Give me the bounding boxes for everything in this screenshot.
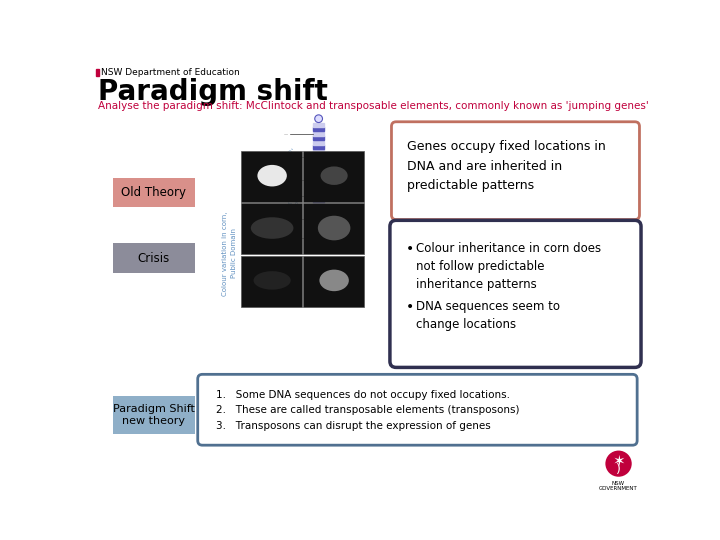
Bar	[313, 238, 324, 241]
Text: DNA sequences seem to
change locations: DNA sequences seem to change locations	[416, 300, 560, 330]
Ellipse shape	[251, 217, 294, 239]
Bar	[313, 158, 324, 162]
Text: Analyse the paradigm shift: McClintock and transposable elements, commonly known: Analyse the paradigm shift: McClintock a…	[98, 102, 649, 111]
Bar	[313, 189, 324, 193]
Text: Colour inheritance in corn does
not follow predictable
inheritance patterns: Colour inheritance in corn does not foll…	[416, 242, 601, 291]
Bar	[113, 396, 194, 434]
Text: Paradigm Shift
new theory: Paradigm Shift new theory	[113, 404, 195, 426]
Bar	[313, 193, 324, 197]
Bar	[313, 233, 324, 237]
Bar	[313, 228, 324, 233]
Bar	[241, 204, 302, 254]
Text: Paradigm shift: Paradigm shift	[98, 78, 328, 106]
Text: 2.   These are called transposable elements (transposons): 2. These are called transposable element…	[216, 405, 520, 415]
Bar	[303, 204, 364, 254]
Text: Chromosome map,
Public Domain: Chromosome map, Public Domain	[289, 147, 302, 213]
Bar	[313, 154, 324, 158]
Bar	[113, 244, 194, 273]
Bar	[303, 151, 364, 202]
Bar	[313, 140, 324, 145]
Bar	[313, 176, 324, 180]
Bar	[313, 136, 324, 140]
Bar	[313, 163, 324, 166]
Circle shape	[606, 450, 631, 477]
Bar	[313, 198, 324, 202]
Text: —: —	[284, 194, 289, 198]
Text: 3.   Transposons can disrupt the expression of genes: 3. Transposons can disrupt the expressio…	[216, 421, 491, 430]
Bar	[313, 215, 324, 219]
Bar	[313, 180, 324, 184]
Bar	[113, 178, 194, 207]
Text: NSW
GOVERNMENT: NSW GOVERNMENT	[599, 481, 638, 491]
Bar	[313, 211, 324, 215]
Bar	[313, 145, 324, 149]
Text: —: —	[284, 178, 289, 183]
Bar	[313, 132, 324, 136]
Ellipse shape	[320, 166, 348, 185]
Bar	[313, 127, 324, 131]
Bar	[313, 185, 324, 188]
Ellipse shape	[253, 271, 291, 289]
Text: —: —	[284, 155, 289, 159]
Bar	[313, 242, 324, 246]
Text: •: •	[405, 300, 414, 314]
Bar	[313, 167, 324, 171]
Text: Genes occupy fixed locations in
DNA and are inherited in
predictable patterns: Genes occupy fixed locations in DNA and …	[407, 140, 606, 192]
Bar	[313, 150, 324, 153]
Ellipse shape	[258, 165, 287, 186]
Text: —: —	[284, 217, 289, 221]
Bar	[313, 123, 324, 127]
Bar	[313, 202, 324, 206]
Text: ✶: ✶	[612, 454, 625, 469]
Text: 1.   Some DNA sequences do not occupy fixed locations.: 1. Some DNA sequences do not occupy fixe…	[216, 390, 510, 400]
Text: —: —	[284, 236, 289, 240]
Text: •: •	[405, 242, 414, 256]
Bar	[241, 256, 302, 307]
Text: NSW Department of Education: NSW Department of Education	[101, 68, 240, 77]
FancyBboxPatch shape	[392, 122, 639, 220]
Text: Old Theory: Old Theory	[122, 186, 186, 199]
Ellipse shape	[318, 215, 351, 240]
Bar	[303, 256, 364, 307]
Bar	[313, 171, 324, 176]
Ellipse shape	[320, 269, 349, 291]
Text: ): )	[616, 463, 621, 476]
Bar	[313, 220, 324, 224]
Bar	[313, 224, 324, 228]
Bar	[241, 151, 302, 202]
Text: Colour variation in corn,
Public Domain: Colour variation in corn, Public Domain	[222, 211, 236, 296]
Bar	[313, 206, 324, 211]
Bar	[96, 69, 99, 76]
Circle shape	[315, 115, 323, 123]
FancyBboxPatch shape	[390, 220, 641, 367]
Text: Crisis: Crisis	[138, 252, 170, 265]
Text: —: —	[284, 132, 289, 136]
FancyBboxPatch shape	[198, 374, 637, 445]
